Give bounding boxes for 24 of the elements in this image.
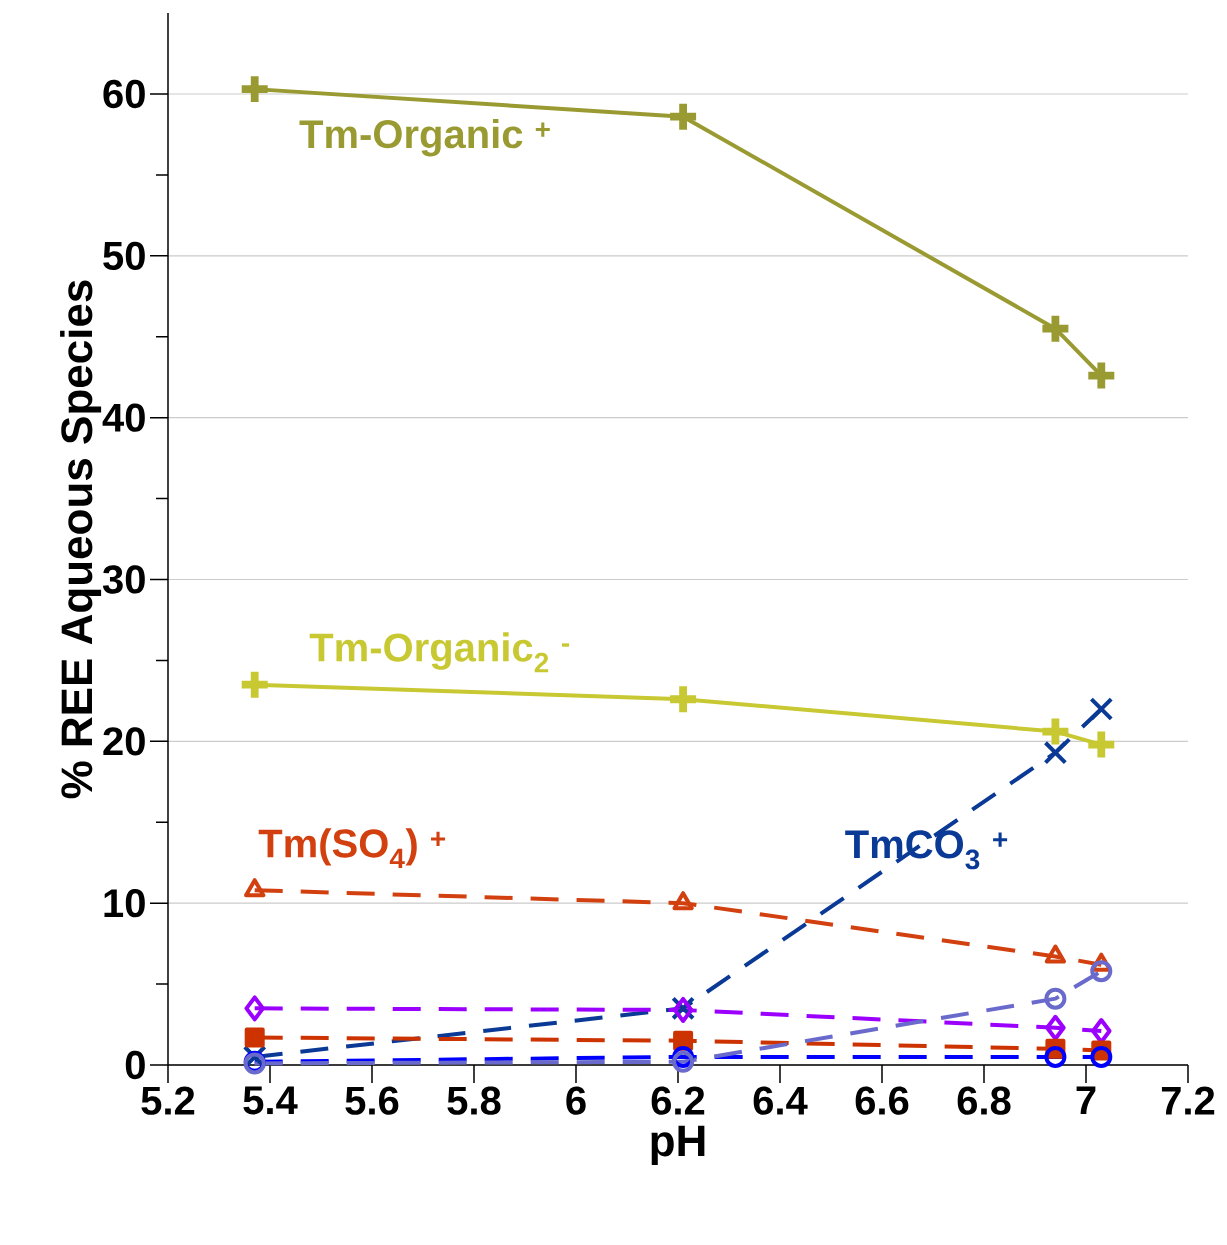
x-tick-label: 5.6	[345, 1086, 399, 1115]
x-tick-label: 6.6	[855, 1086, 909, 1115]
series-label: Tm-Organic$_{2}$ -	[309, 632, 570, 673]
series-label: Tm(SO$_{4}$) $^{+}$	[258, 828, 446, 868]
x-tick-label: 6.2	[651, 1086, 705, 1115]
y-tick-label: 50	[103, 241, 145, 270]
y-tick-label: 40	[102, 403, 145, 432]
y-tick-label: 30	[102, 565, 145, 594]
y-tick-label: 60	[103, 79, 145, 109]
x-tick-label: 6.4	[753, 1086, 808, 1115]
x-tick-label: 6.8	[957, 1086, 1011, 1115]
x-tick-label: 7.2	[1161, 1086, 1215, 1115]
series-label: TmCO$_{3}$ +	[845, 830, 1008, 870]
y-tick-label: 20	[103, 727, 145, 756]
x-tick-label: 5.4	[243, 1086, 298, 1115]
y-tick-label: 0	[125, 1050, 145, 1080]
y-tick-label: 10	[104, 889, 145, 918]
x-tick-label: 7	[1076, 1086, 1096, 1115]
y-axis-title: % REE Aqueous Species	[60, 280, 102, 799]
x-tick-label: 5.8	[447, 1086, 501, 1115]
series-label: Tm-Organic $^{+}$	[299, 118, 550, 157]
x-tick-label: 5.2	[141, 1086, 195, 1115]
x-tick-label: 6	[566, 1086, 586, 1115]
x-axis-title: pH	[651, 1125, 705, 1166]
